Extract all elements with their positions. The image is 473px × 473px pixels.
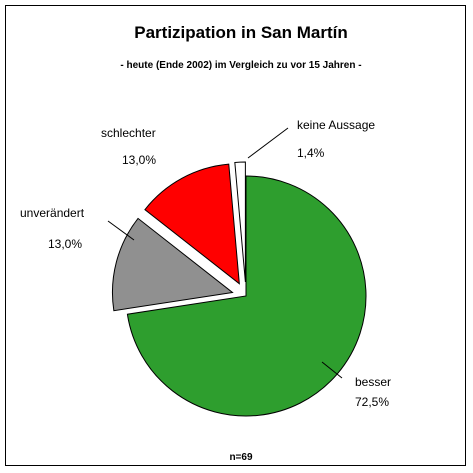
pie-slice-unver-ndert	[111, 217, 234, 312]
leader-line-keine-aussage	[247, 127, 289, 159]
leader-lines	[107, 127, 343, 379]
chart-title: Partizipation in San Martín	[134, 23, 347, 42]
slice-labels: besser 72,5% unverändert 13,0% schlechte…	[20, 118, 391, 409]
slice-label-schlechter: schlechter	[101, 126, 156, 140]
slice-label-keine-aussage: keine Aussage	[297, 118, 375, 132]
slice-label-besser: besser	[355, 375, 391, 389]
pie-slice-schlechter	[144, 163, 240, 285]
pie-slice-keine-aussage	[234, 161, 246, 283]
leader-line-besser	[321, 361, 343, 379]
slice-value-schlechter: 13,0%	[122, 153, 156, 167]
slice-value-unveraendert: 13,0%	[48, 237, 82, 251]
sample-size-note: n=69	[229, 452, 253, 463]
slice-value-besser: 72,5%	[355, 395, 389, 409]
slice-value-keine-aussage: 1,4%	[297, 146, 325, 160]
chart-subtitle: - heute (Ende 2002) im Vergleich zu vor …	[120, 60, 361, 71]
pie-slices	[111, 161, 367, 417]
leader-line-unveraendert	[107, 220, 135, 241]
slice-label-unveraendert: unverändert	[20, 206, 85, 220]
